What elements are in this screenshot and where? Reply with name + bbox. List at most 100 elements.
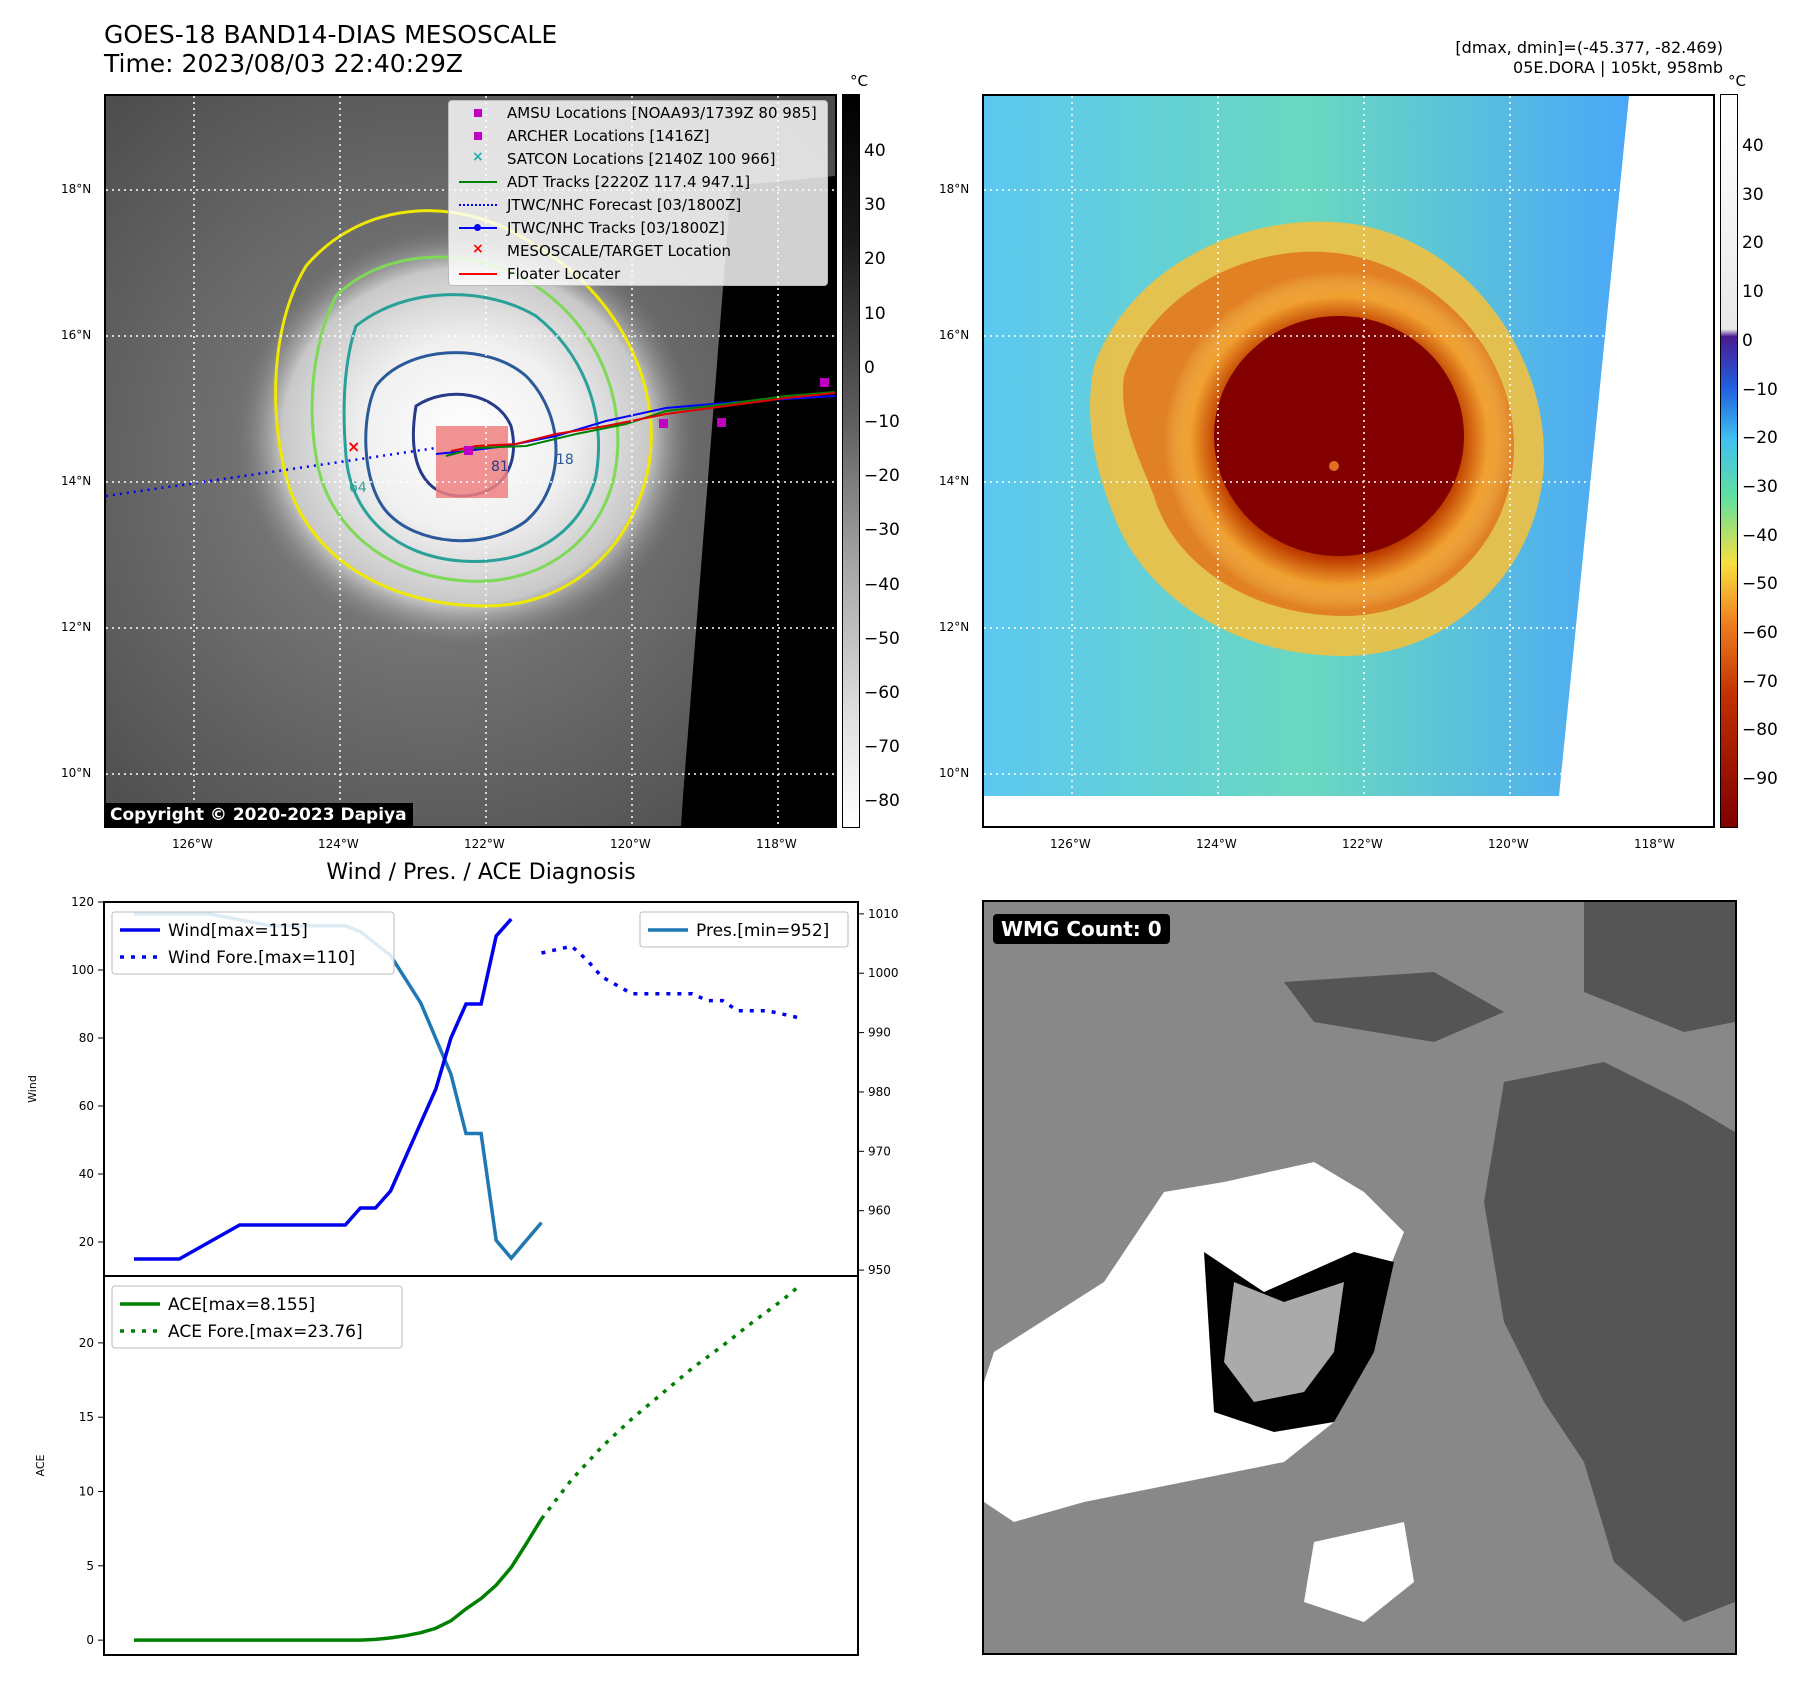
- right-lat-12: 12°N: [939, 620, 970, 634]
- left-colorbar-tick-9: −50: [864, 628, 900, 649]
- left-lat-18: 18°N: [61, 182, 92, 196]
- left-map-legend: AMSU Locations [NOAA93/1739Z 80 985] ARC…: [448, 100, 828, 286]
- right-colorbar-tick-8: −40: [1742, 525, 1778, 546]
- left-colorbar-tick-5: −10: [864, 412, 900, 432]
- right-colorbar-tick-9: −50: [1742, 574, 1778, 595]
- ace-ytick-label: 15: [79, 1410, 94, 1424]
- archer-legend-marker: [457, 129, 501, 143]
- right-lon-124: 124°W: [1196, 837, 1237, 851]
- figure-title: GOES-18 BAND14-DIAS MESOSCALE Time: 2023…: [104, 20, 557, 78]
- contour-label-18: 18: [556, 452, 574, 468]
- contour-label-64: 64: [349, 480, 367, 496]
- left-colorbar-tick-0: 40: [864, 141, 886, 161]
- left-lon-118: 118°W: [756, 837, 797, 851]
- svg-text:×: ×: [347, 437, 360, 456]
- pressure-ytick-label: 1010: [868, 907, 899, 921]
- right-lon-120: 120°W: [1488, 837, 1529, 851]
- right-colorbar-tick-3: 10: [1742, 282, 1764, 303]
- legend-target: MESOSCALE/TARGET Location: [507, 241, 732, 260]
- title-line-1: GOES-18 BAND14-DIAS MESOSCALE: [104, 20, 558, 49]
- wmg-count-label: WMG Count: 0: [993, 914, 1170, 944]
- left-colorbar-tick-12: −80: [864, 791, 900, 812]
- contour-label-81: 81: [491, 459, 509, 475]
- left-colorbar-tick-1: 30: [864, 195, 886, 216]
- left-ir-map: × 64 81 18 AMSU Locations [NOAA93/1739Z …: [104, 94, 837, 828]
- left-lat-12: 12°N: [61, 620, 92, 634]
- wind-legend-label: Wind Fore.[max=110]: [168, 948, 355, 968]
- storm-info: [dmax, dmin]=(-45.377, -82.469) 05E.DORA…: [1455, 38, 1723, 78]
- right-colorbar-tick-7: −30: [1742, 476, 1778, 497]
- right-enhanced-map: [982, 94, 1715, 828]
- ace-legend: [111, 1285, 403, 1349]
- pressure-legend: [639, 911, 849, 948]
- forecast-legend-line: [457, 198, 501, 212]
- floater-legend-line: [457, 267, 501, 281]
- left-colorbar-tick-8: −40: [864, 574, 900, 595]
- wind-forecast-line: [541, 944, 799, 1020]
- left-lon-124: 124°W: [318, 837, 359, 851]
- wind-legend: [111, 911, 395, 975]
- left-colorbar-tick-4: 0: [864, 357, 875, 378]
- ace-legend-label: ACE Fore.[max=23.76]: [168, 1322, 363, 1342]
- left-colorbar-tick-7: −30: [864, 520, 900, 541]
- amsu-markers: [464, 378, 829, 455]
- adt-legend-line: [457, 175, 501, 189]
- left-lon-120: 120°W: [610, 837, 651, 851]
- left-lon-126: 126°W: [172, 837, 213, 851]
- pressure-ytick-label: 1000: [868, 966, 899, 980]
- ace-ytick-label: 0: [86, 1633, 94, 1647]
- wind-ytick-label: 80: [79, 1031, 94, 1045]
- left-lat-10: 10°N: [61, 766, 92, 780]
- pressure-ytick-label: 960: [868, 1204, 891, 1218]
- storm-name-text: 05E.DORA | 105kt, 958mb: [1513, 58, 1723, 77]
- right-lat-10: 10°N: [939, 766, 970, 780]
- title-line-2: Time: 2023/08/03 22:40:29Z: [104, 49, 463, 78]
- ace-legend-label: ACE[max=8.155]: [168, 1295, 315, 1315]
- tracks-legend-line: [457, 221, 501, 235]
- wind-line: [134, 917, 513, 1261]
- right-lon-126: 126°W: [1050, 837, 1091, 851]
- wind-ytick-label: 40: [79, 1167, 94, 1181]
- wmg-panel: [982, 900, 1737, 1655]
- legend-archer: ARCHER Locations [1416Z]: [507, 126, 710, 145]
- left-colorbar-unit: °C: [850, 72, 868, 90]
- ace-ytick-label: 20: [79, 1336, 94, 1350]
- target-legend-marker: ×: [472, 240, 484, 257]
- ace-ytick-label: 10: [79, 1485, 94, 1499]
- diagnosis-title: Wind / Pres. / ACE Diagnosis: [326, 860, 636, 885]
- left-lon-122: 122°W: [464, 837, 505, 851]
- left-lat-14: 14°N: [61, 474, 92, 488]
- ace-forecast-line: [540, 1285, 800, 1520]
- wind-ytick-label: 60: [79, 1099, 94, 1113]
- left-lat-16: 16°N: [61, 328, 92, 342]
- ace-line: [134, 1518, 543, 1642]
- legend-adt: ADT Tracks [2220Z 117.4 947.1]: [507, 172, 751, 191]
- legend-floater: Floater Locater: [507, 264, 621, 283]
- pressure-ytick-label: 950: [868, 1263, 891, 1277]
- left-colorbar-tick-11: −70: [864, 737, 900, 758]
- right-colorbar-unit: °C: [1728, 72, 1746, 90]
- wind-axis-label: Wind: [26, 1075, 39, 1103]
- right-colorbar-tick-0: 40: [1742, 136, 1764, 156]
- right-lon-122: 122°W: [1342, 837, 1383, 851]
- left-colorbar: [842, 94, 860, 828]
- pressure-ytick-label: 970: [868, 1144, 891, 1158]
- right-colorbar-tick-11: −70: [1742, 671, 1778, 692]
- right-colorbar: [1720, 94, 1738, 828]
- wind-ytick-label: 120: [71, 895, 94, 909]
- right-colorbar-tick-1: 30: [1742, 184, 1764, 205]
- wmg-image: [984, 902, 1735, 1622]
- right-lon-118: 118°W: [1634, 837, 1675, 851]
- left-colorbar-tick-6: −20: [864, 466, 900, 487]
- satcon-legend-marker: ×: [472, 148, 484, 165]
- right-colorbar-tick-6: −20: [1742, 428, 1778, 449]
- left-colorbar-tick-3: 10: [864, 303, 886, 324]
- right-colorbar-tick-2: 20: [1742, 233, 1764, 254]
- right-colorbar-tick-12: −80: [1742, 720, 1778, 741]
- floater-box: [436, 426, 508, 498]
- dmax-dmin-text: [dmax, dmin]=(-45.377, -82.469): [1455, 38, 1723, 57]
- legend-forecast: JTWC/NHC Forecast [03/1800Z]: [507, 195, 742, 214]
- right-colorbar-tick-13: −90: [1742, 769, 1778, 790]
- copyright-label: Copyright © 2020-2023 Dapiya: [104, 803, 413, 827]
- pressure-ytick-label: 990: [868, 1026, 891, 1040]
